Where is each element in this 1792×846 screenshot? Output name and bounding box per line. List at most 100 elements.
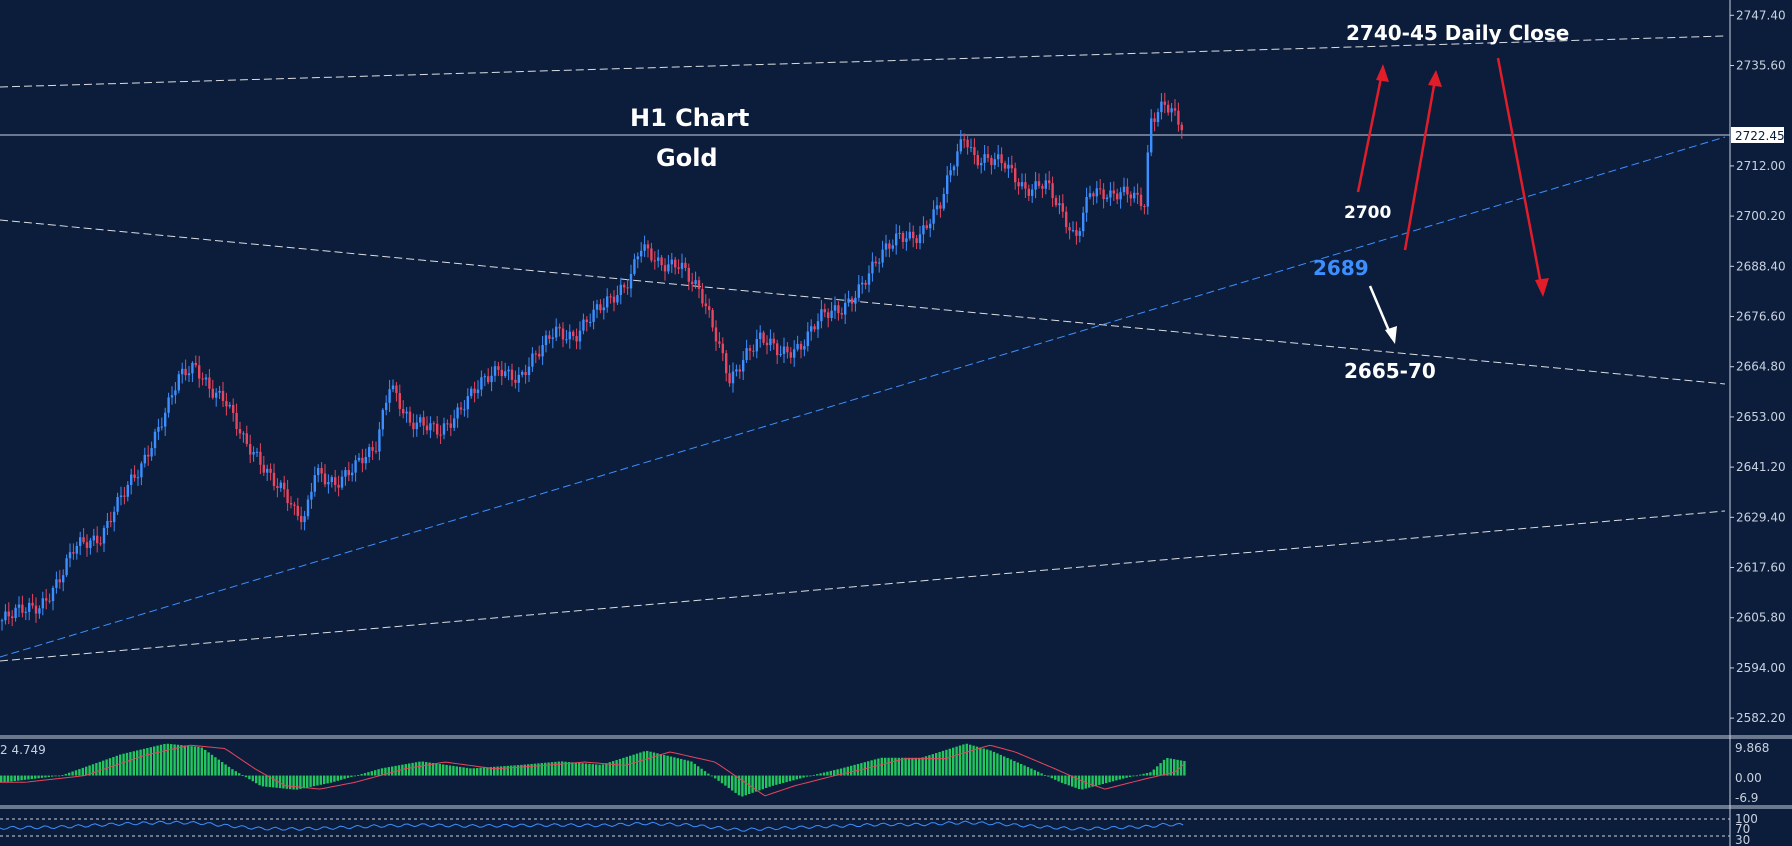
macd-bar	[319, 775, 322, 785]
macd-bar	[1128, 775, 1132, 778]
macd-bar	[302, 775, 305, 789]
macd-bar	[187, 745, 190, 776]
candle-body	[378, 429, 381, 452]
candle-body	[636, 256, 639, 260]
macd-bar	[428, 762, 431, 776]
candle-body	[1129, 194, 1132, 199]
candle-body	[109, 520, 112, 523]
macd-bar	[105, 759, 108, 776]
macd-bar	[0, 775, 3, 783]
support-2700-label: 2700	[1344, 203, 1391, 223]
macd-bar	[659, 754, 662, 776]
candle-body	[980, 162, 983, 166]
arrow-up-2	[1403, 73, 1438, 251]
candle-body	[548, 335, 551, 339]
candle-body	[867, 273, 871, 285]
candle-body	[17, 604, 21, 608]
candle-body	[225, 400, 228, 407]
candle-body	[51, 587, 55, 602]
candle-body	[691, 281, 694, 285]
candle-body	[619, 284, 622, 296]
macd-bar	[802, 775, 805, 778]
macd-bar	[78, 769, 81, 776]
candle-body	[374, 450, 378, 452]
candle-body	[844, 302, 847, 315]
candle-body	[1054, 198, 1058, 206]
macd-bar	[251, 775, 254, 782]
candle-body	[500, 369, 503, 377]
candle-body	[657, 257, 660, 261]
macd-bar	[979, 747, 982, 776]
macd-bar	[401, 764, 404, 776]
macd-bar	[234, 771, 237, 776]
candle-body	[572, 331, 575, 337]
macd-bar	[1013, 760, 1016, 776]
candle-body	[106, 520, 109, 528]
candle-body	[211, 388, 214, 398]
candle-body	[31, 602, 34, 606]
y-tick-label-5: 2676.60	[1736, 310, 1786, 324]
macd-bar	[227, 766, 231, 776]
candle-body	[157, 426, 160, 432]
candle-body	[126, 484, 129, 497]
macd-bar	[686, 760, 690, 776]
y-tick-label-9: 2629.40	[1736, 510, 1786, 524]
candle-body	[697, 280, 701, 289]
macd-bar	[10, 775, 13, 782]
candle-body	[891, 245, 894, 249]
candle-body	[541, 345, 544, 357]
candle-body	[449, 423, 452, 428]
candle-body	[578, 330, 582, 342]
macd-bar	[98, 761, 101, 776]
candle-body	[629, 273, 633, 289]
macd-bar	[47, 775, 50, 778]
arrow-down-head	[1535, 278, 1549, 297]
macd-bar	[588, 763, 591, 776]
candle-body	[1061, 203, 1064, 212]
candle-body	[1031, 189, 1034, 196]
macd-bar	[91, 764, 95, 776]
candle-body	[595, 304, 599, 310]
candle-body	[493, 366, 497, 376]
arrow-white-head	[1385, 326, 1397, 344]
candle-body	[633, 259, 636, 274]
macd-bar	[1183, 761, 1186, 776]
macd-bar	[163, 743, 166, 776]
macd-bar	[496, 766, 499, 776]
macd-bar	[350, 775, 353, 777]
macd-bar	[71, 771, 74, 776]
macd-bar	[506, 765, 509, 776]
candle-body	[1139, 194, 1143, 207]
macd-bar	[421, 761, 424, 776]
macd-bar	[292, 775, 295, 790]
macd-bar	[418, 761, 421, 776]
macd-bar	[1060, 775, 1064, 783]
macd-bar	[272, 775, 275, 788]
macd-bar	[935, 753, 938, 776]
macd-bar	[190, 746, 193, 776]
macd-bar	[792, 775, 795, 781]
candle-body	[1024, 182, 1027, 189]
candle-body	[888, 243, 891, 249]
candle-body	[507, 369, 510, 372]
candle-body	[65, 558, 68, 576]
candle-body	[1160, 101, 1163, 113]
macd-bar	[217, 759, 220, 776]
candle-body	[939, 205, 942, 209]
macd-bar	[1067, 775, 1070, 786]
macd-bar	[1111, 775, 1115, 782]
macd-bar	[265, 775, 268, 787]
macd-bar	[173, 744, 176, 776]
candle-body	[381, 409, 384, 430]
candle-body	[589, 321, 592, 323]
macd-bar	[357, 774, 360, 776]
macd-bar	[1026, 767, 1030, 776]
macd-bar	[761, 775, 764, 790]
macd-bar	[285, 775, 288, 789]
candle-body	[952, 166, 956, 171]
macd-bar	[751, 775, 754, 793]
macd-bar	[581, 763, 584, 776]
candle-body	[351, 472, 354, 476]
y-tick-label-11: 2605.80	[1736, 611, 1786, 625]
candle-body	[293, 504, 296, 506]
